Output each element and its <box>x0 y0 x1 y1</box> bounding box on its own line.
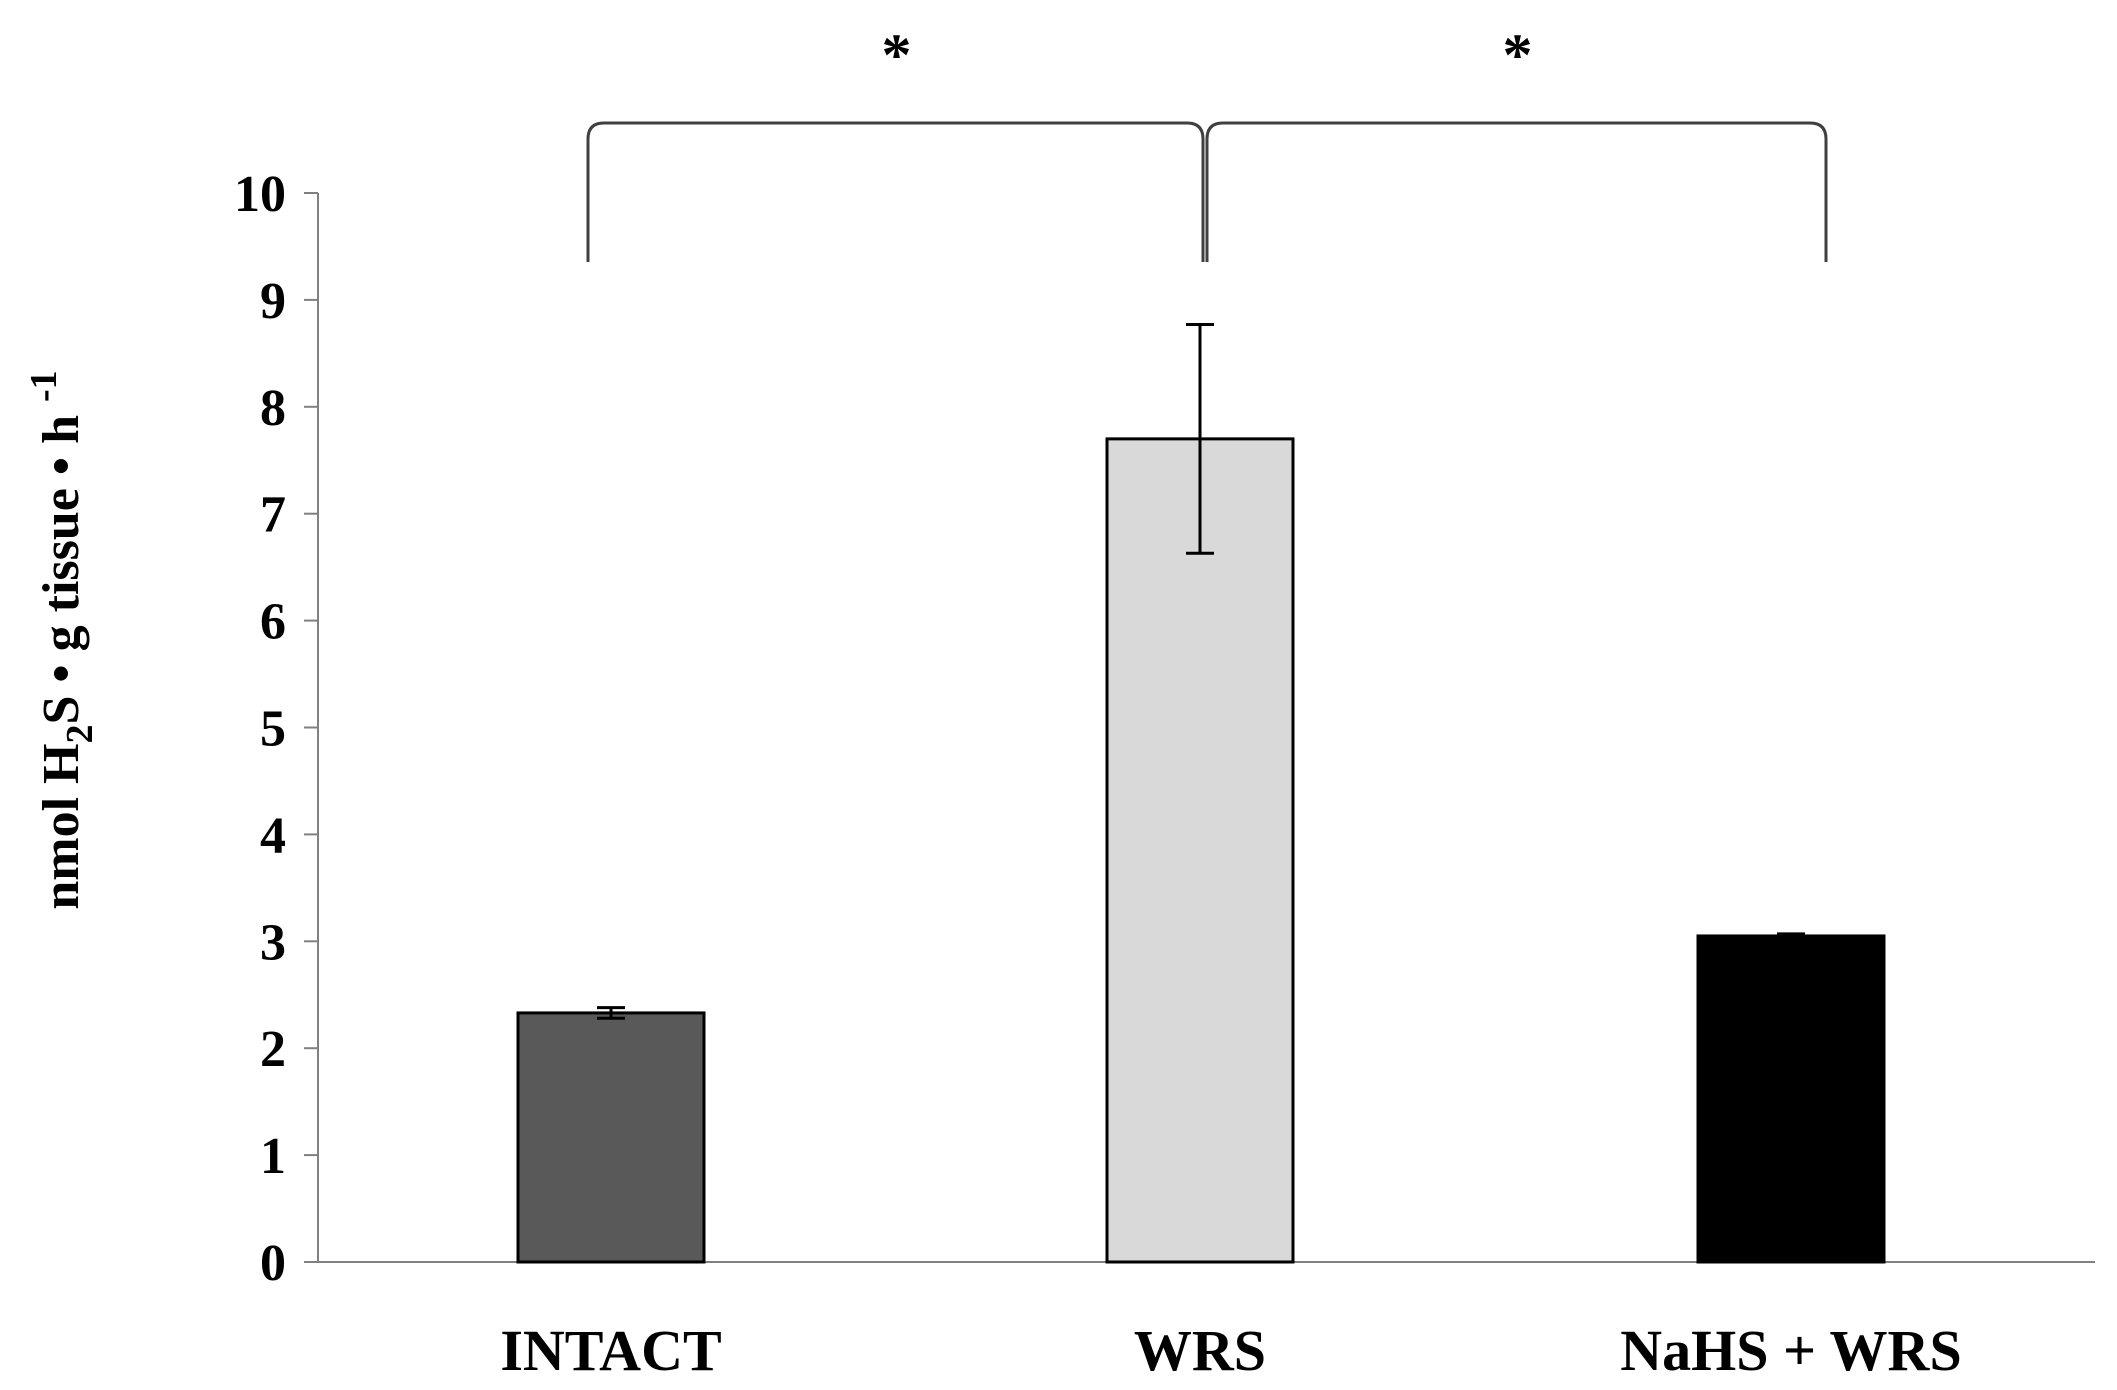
y-tick-label: 4 <box>260 807 286 864</box>
y-tick-label: 6 <box>260 594 286 651</box>
y-tick-label: 9 <box>260 273 286 330</box>
y-tick-label: 7 <box>260 487 286 544</box>
x-axis: INTACT WRS NaHS + WRS <box>318 1261 2095 1383</box>
x-category-label: NaHS + WRS <box>1620 1318 1961 1383</box>
x-category-label: INTACT <box>500 1318 721 1383</box>
y-tick-label: 2 <box>260 1021 286 1078</box>
significance-star: * <box>1503 22 1533 88</box>
y-tick-label: 5 <box>260 701 286 758</box>
y-tick-label: 0 <box>260 1235 286 1292</box>
y-axis-label-rest: S • g tissue • h <box>33 402 90 725</box>
y-tick-label: 10 <box>234 166 286 223</box>
significance-bracket <box>586 121 1205 262</box>
significance-star: * <box>882 22 912 88</box>
y-axis-label-superscript: -1 <box>23 370 65 402</box>
bar-wrs <box>1105 437 1295 1264</box>
bar-intact <box>516 1011 706 1264</box>
error-bars <box>597 322 1805 1020</box>
y-axis: 0 1 2 3 4 5 6 7 8 9 10 <box>234 166 319 1292</box>
bar-nahs-wrs <box>1696 934 1886 1264</box>
y-tick-label: 3 <box>260 914 286 971</box>
x-category-label: WRS <box>1134 1318 1266 1383</box>
significance-brackets: * * <box>586 22 1828 262</box>
y-tick-label: 8 <box>260 380 286 437</box>
y-axis-label: nmol H2S • g tissue • h -1 <box>23 370 101 909</box>
y-tick-label: 1 <box>260 1128 286 1185</box>
bars <box>516 437 1886 1264</box>
y-axis-label-subscript: 2 <box>59 725 101 744</box>
significance-bracket <box>1205 121 1828 262</box>
y-axis-label-main: nmol H <box>33 744 90 910</box>
